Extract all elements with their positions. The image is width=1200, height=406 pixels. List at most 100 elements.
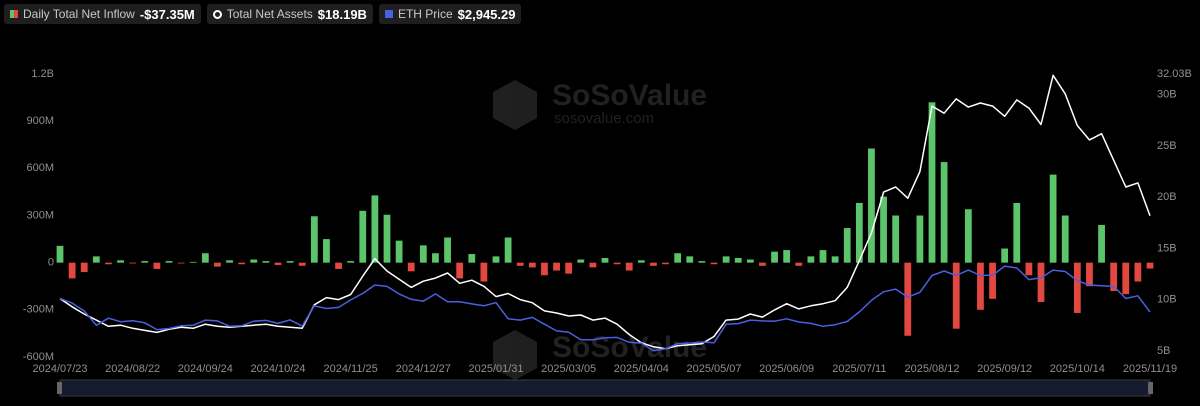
y2-tick-label: 10B [1157, 294, 1177, 306]
bar [722, 256, 730, 263]
bar [359, 210, 367, 263]
bar [613, 262, 621, 265]
x-tick-label: 2025/01/31 [468, 363, 523, 375]
bar [795, 262, 803, 266]
bar [492, 256, 500, 263]
legend-value: $2,945.29 [457, 6, 516, 22]
bar [298, 262, 306, 266]
bar [868, 148, 875, 263]
bar [468, 254, 476, 263]
bar [855, 202, 863, 263]
x-tick-label: 2025/03/05 [541, 363, 596, 375]
bar [964, 209, 972, 263]
y-tick-label: 600M [26, 162, 54, 174]
bar [1086, 262, 1093, 287]
bar [1098, 224, 1105, 263]
legend-item[interactable]: Daily Total Net Inflow -$37.35M [4, 4, 201, 24]
y-tick-label: -600M [23, 351, 54, 363]
bar [189, 261, 197, 263]
bar [759, 262, 766, 266]
bar [1073, 262, 1081, 313]
x-tick-label: 2024/07/23 [32, 363, 87, 375]
legend-label: Daily Total Net Inflow [23, 7, 135, 21]
x-tick-label: 2024/10/24 [250, 363, 305, 375]
bar [177, 262, 185, 264]
y2-tick-label: 5B [1157, 345, 1170, 357]
y-tick-label: -300M [23, 304, 54, 316]
y2-tick-label: 25B [1157, 140, 1177, 152]
bar [904, 262, 912, 336]
bar [226, 260, 233, 263]
bar [444, 237, 451, 263]
bar [831, 256, 839, 263]
bar [1122, 262, 1130, 295]
watermark-name: SoSoValue [552, 79, 707, 112]
y2-tick-label: 15B [1157, 242, 1177, 254]
bar [989, 262, 996, 299]
legend-icon [10, 10, 18, 18]
legend-label: Total Net Assets [226, 7, 313, 21]
bar [746, 259, 754, 263]
legend-item[interactable]: Total Net Assets $18.19B [206, 4, 373, 24]
bar [262, 261, 270, 263]
bar [1061, 215, 1069, 263]
legend-item[interactable]: ETH Price $2,945.29 [378, 4, 522, 24]
bar [419, 245, 427, 263]
y-tick-label: 300M [26, 209, 54, 221]
bar [880, 196, 887, 263]
legend-label: ETH Price [397, 7, 453, 21]
bar [395, 240, 403, 263]
bar [771, 251, 778, 263]
bar [625, 262, 633, 271]
bar [541, 262, 548, 276]
bar [129, 262, 137, 264]
bar [601, 257, 609, 263]
bar [383, 214, 391, 263]
bar [153, 262, 161, 269]
legend-value: -$37.35M [139, 6, 195, 22]
x-tick-label: 2024/08/22 [105, 363, 160, 375]
bar [783, 250, 791, 263]
bar [323, 239, 330, 263]
bar [432, 253, 439, 263]
bar [698, 261, 706, 263]
legend-icon [384, 10, 393, 18]
bar [407, 262, 415, 272]
bar [480, 262, 488, 282]
y2-tick-label: 30B [1157, 89, 1177, 101]
watermark-url: sosovalue.com [554, 110, 654, 127]
bar [577, 259, 585, 263]
bar [456, 262, 464, 279]
x-tick-label: 2025/11/19 [1123, 363, 1177, 375]
bar [141, 261, 149, 263]
navigator[interactable] [57, 379, 1153, 397]
bar [589, 262, 597, 268]
bar [565, 262, 573, 274]
bar [1110, 262, 1118, 291]
x-tick-label: 2025/04/04 [614, 363, 669, 375]
bar [553, 262, 560, 271]
bar [637, 260, 645, 263]
bar [916, 215, 924, 263]
bar [250, 259, 258, 263]
x-tick-label: 2025/06/09 [759, 363, 814, 375]
bar [1146, 262, 1154, 269]
bar [56, 245, 64, 263]
navigator-track[interactable] [59, 379, 1151, 397]
bar [952, 262, 960, 329]
navigator-handle[interactable] [57, 382, 62, 394]
bar [214, 262, 221, 267]
y-tick-label: 1.2B [31, 68, 54, 80]
navigator-handle[interactable] [1148, 382, 1153, 394]
bar [892, 215, 900, 263]
bar [274, 262, 282, 266]
x-tick-label: 2024/11/25 [324, 363, 378, 375]
bar [1049, 174, 1057, 263]
bar [516, 262, 524, 266]
x-tick-label: 2025/09/12 [977, 363, 1032, 375]
bar [734, 257, 742, 263]
bar [80, 262, 88, 273]
bar [819, 250, 827, 263]
bar [528, 262, 536, 268]
